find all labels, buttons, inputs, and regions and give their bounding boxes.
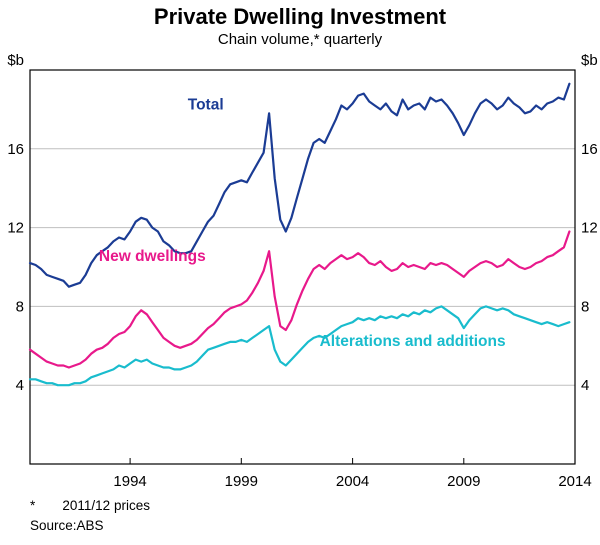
x-tick-label: 1999 <box>225 473 258 490</box>
series-label-alterations-and-additions: Alterations and additions <box>320 333 506 350</box>
footnote-text: 2011/12 prices <box>62 498 150 513</box>
series-label-new-dwellings: New dwellings <box>99 248 206 265</box>
chart-svg: 4 4 8 8 12 12 16 16 $b $b 1994 1999 2004 2009 2014 Tota… <box>7 52 598 490</box>
y-tick-label-left: 16 <box>7 141 24 158</box>
footnote-marker: * <box>30 498 36 513</box>
page-subtitle: Chain volume,* quarterly <box>217 31 383 48</box>
source-text: ABS <box>76 518 104 533</box>
y-tick-label-right: 4 <box>581 377 589 394</box>
series-line-total <box>28 82 571 288</box>
y-tick-label-right: 12 <box>581 220 598 237</box>
x-tick-label: 2004 <box>336 473 369 490</box>
x-tick-label: 2014 <box>558 473 591 490</box>
y-axis-unit-left: $b <box>7 52 24 69</box>
y-tick-label-left: 12 <box>7 220 24 237</box>
y-axis-unit-right: $b <box>581 52 598 69</box>
footnotes: * 2011/12 prices Source: ABS <box>0 492 600 536</box>
page-title: Private Dwelling Investment <box>153 4 447 29</box>
y-tick-label-right: 16 <box>581 141 598 158</box>
x-tick-label: 2009 <box>447 473 480 490</box>
series-label-total: Total <box>188 96 224 113</box>
y-tick-label-left: 4 <box>16 377 24 394</box>
source-label: Source: <box>30 518 77 533</box>
series-line-alterations-and-additions <box>28 305 571 387</box>
footnote-asterisk: * 2011/12 prices <box>30 496 600 516</box>
x-tick-label: 1994 <box>113 473 146 490</box>
y-tick-label-left: 8 <box>16 298 24 315</box>
y-tick-label-right: 8 <box>581 298 589 315</box>
footnote-source: Source: ABS <box>30 516 600 536</box>
plot-border <box>29 69 576 465</box>
series-line-new-dwellings <box>28 230 571 369</box>
